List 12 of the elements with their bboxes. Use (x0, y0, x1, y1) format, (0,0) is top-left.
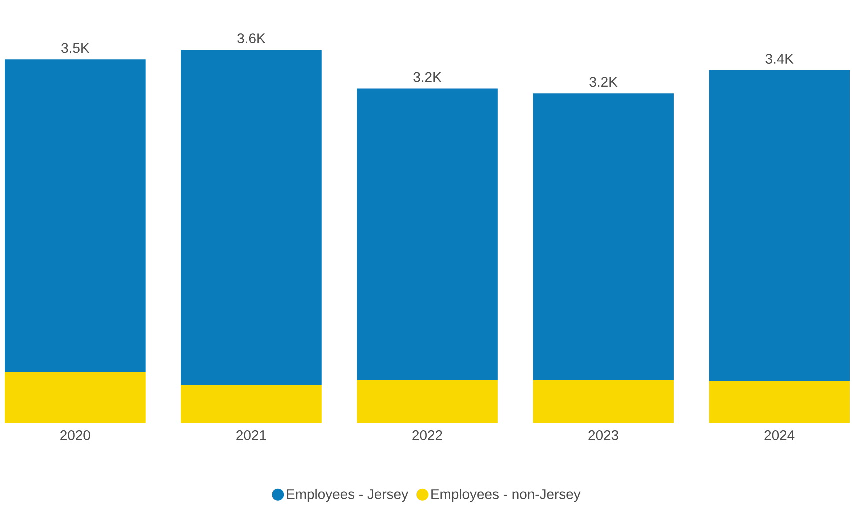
annotation: 3.2K (590, 77, 618, 88)
x-tick-label: 2021 (236, 430, 266, 440)
legend-label: Employees - non-Jersey (432, 489, 581, 502)
annotation: 3.2K (414, 72, 442, 82)
x-tick-label: 2023 (588, 430, 618, 440)
legend-label: Employees - Jersey (287, 489, 409, 502)
x-tick-label: 2024 (764, 430, 795, 440)
annotation: 3.6K (238, 34, 266, 44)
annotation: 3.4K (766, 54, 794, 64)
annotation: 3.5K (62, 43, 90, 54)
x-tick-label: 2020 (60, 430, 90, 440)
x-tick-label: 2022 (412, 430, 442, 440)
